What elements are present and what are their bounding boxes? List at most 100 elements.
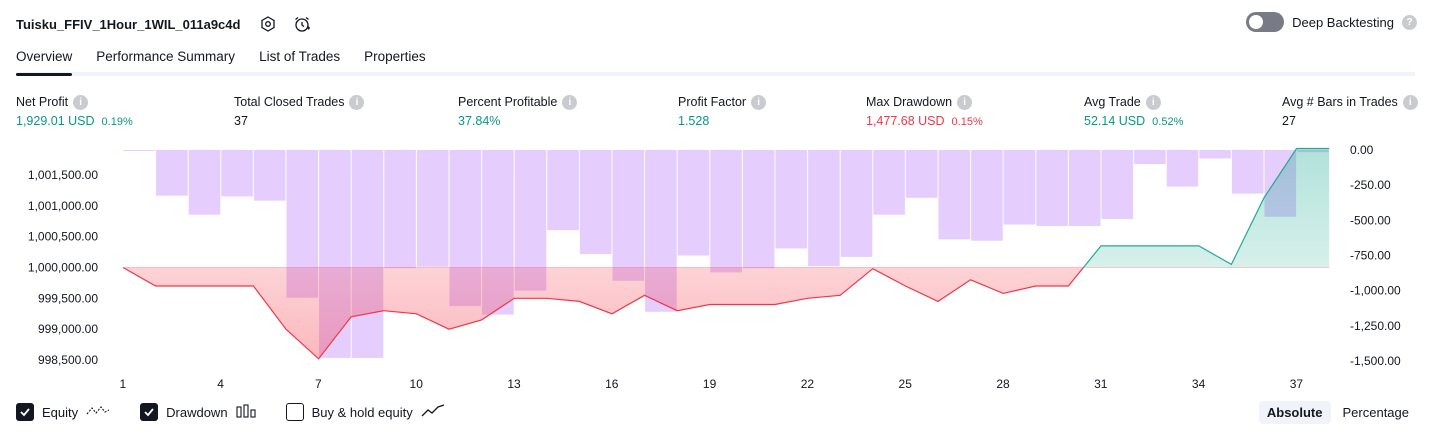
equity-axis: 998,500.00 999,000.00 999,500.00 1,000,000.… <box>28 168 98 367</box>
equity-tick-label: 1,001,000.00 <box>28 199 98 213</box>
x-tick-label: 34 <box>1192 377 1206 391</box>
help-icon[interactable]: ? <box>1402 14 1417 30</box>
info-icon[interactable]: i <box>751 94 767 110</box>
equity-line <box>122 147 1330 360</box>
equity-line-loss <box>122 267 1085 360</box>
metric-value: 1,929.01 USD <box>16 114 95 128</box>
info-icon[interactable]: i <box>73 94 89 110</box>
x-tick-label: 31 <box>1094 377 1108 391</box>
drawdown-bar <box>1199 150 1231 159</box>
drawdown-bar <box>1166 150 1199 187</box>
drawdown-bar <box>351 150 384 358</box>
metric-value: 37.84% <box>458 114 501 128</box>
deep-backtesting: Deep Backtesting ? <box>1246 12 1417 32</box>
metric-percent-profitable: Percent Profitable i 37.84% <box>458 94 578 128</box>
legend-equity[interactable]: Equity <box>16 403 110 421</box>
legend-label: Equity <box>42 404 79 420</box>
info-icon[interactable]: i <box>957 94 973 110</box>
metric-label: Net Profit <box>16 95 69 109</box>
tab-properties[interactable]: Properties <box>364 49 426 64</box>
line-chart-icon <box>421 403 445 421</box>
alarm-clock-icon[interactable] <box>292 14 312 34</box>
drawdown-bar <box>840 150 873 257</box>
info-icon[interactable]: i <box>1402 94 1418 110</box>
deep-backtesting-label: Deep Backtesting <box>1292 14 1394 30</box>
tab-list-of-trades[interactable]: List of Trades <box>259 49 341 64</box>
chart-legend: Equity Drawdown Buy & hold equity <box>16 403 475 421</box>
x-tick-label: 22 <box>801 377 815 391</box>
deep-backtesting-toggle[interactable] <box>1246 12 1285 32</box>
drawdown-tick-label: -500.00 <box>1350 213 1391 227</box>
mode-absolute-button[interactable]: Absolute <box>1258 401 1331 424</box>
x-tick-label: 37 <box>1290 377 1304 391</box>
info-icon[interactable]: i <box>562 94 578 110</box>
equity-tick-label: 1,001,500.00 <box>28 168 98 182</box>
legend-buy-hold[interactable]: Buy & hold equity <box>285 403 445 421</box>
drawdown-bar <box>253 150 286 201</box>
chart-mode-switch: Absolute Percentage <box>1258 401 1417 424</box>
equity-line-icon <box>86 404 110 421</box>
drawdown-bar <box>775 150 808 249</box>
drawdown-bar <box>971 150 1003 241</box>
mode-percentage-button[interactable]: Percentage <box>1342 405 1410 420</box>
tab-overview[interactable]: Overview <box>16 46 73 76</box>
buy-hold-checkbox[interactable] <box>285 403 304 421</box>
metric-avg-trade: Avg Trade i 52.14 USD 0.52% <box>1084 94 1183 128</box>
metric-max-drawdown: Max Drawdown i 1,477.68 USD 0.15% <box>866 94 983 128</box>
x-tick-label: 1 <box>119 377 126 391</box>
x-tick-label: 4 <box>217 377 224 391</box>
metric-label: Avg Trade <box>1084 95 1141 109</box>
equity-gain-area <box>123 148 1330 268</box>
drawdown-checkbox[interactable] <box>140 403 159 421</box>
metric-value: 27 <box>1282 114 1296 128</box>
metric-label: Avg # Bars in Trades <box>1282 95 1398 109</box>
drawdown-bar <box>742 150 775 269</box>
drawdown-tick-label: -1,500.00 <box>1350 354 1401 368</box>
drawdown-bar <box>156 150 188 196</box>
equity-tick-label: 1,000,000.00 <box>28 261 98 275</box>
info-icon[interactable]: i <box>1145 94 1161 110</box>
trade-number-axis: 1 4 7 10 13 16 19 22 25 28 31 34 37 <box>119 377 1303 391</box>
equity-tick-label: 998,500.00 <box>38 353 98 367</box>
equity-line-gain <box>123 147 1330 268</box>
drawdown-tick-label: -750.00 <box>1350 249 1391 263</box>
legend-label: Drawdown <box>166 404 228 420</box>
drawdown-bar <box>384 150 416 269</box>
drawdown-bar <box>416 150 449 267</box>
metric-label: Max Drawdown <box>866 95 953 109</box>
strategy-title: Tuisku_FFIV_1Hour_1WIL_011a9c4d <box>16 16 241 32</box>
metric-net-profit: Net Profit i 1,929.01 USD 0.19% <box>16 94 133 128</box>
equity-drawdown-chart[interactable]: 998,500.00 999,000.00 999,500.00 1,000,000.… <box>0 140 1431 398</box>
bar-chart-icon <box>236 403 256 421</box>
settings-icon[interactable] <box>258 14 278 34</box>
metric-label: Total Closed Trades <box>234 95 345 109</box>
drawdown-bar <box>1231 150 1264 194</box>
metric-value: 37 <box>234 114 248 128</box>
equity-tick-label: 1,000,500.00 <box>28 230 98 244</box>
drawdown-tick-label: 0.00 <box>1350 143 1374 157</box>
drawdown-bars <box>123 150 1329 358</box>
x-tick-label: 25 <box>899 377 913 391</box>
x-tick-label: 16 <box>605 377 619 391</box>
drawdown-bar <box>905 150 938 198</box>
drawdown-bar <box>188 150 221 215</box>
drawdown-bar <box>547 150 579 231</box>
equity-checkbox[interactable] <box>16 403 34 421</box>
drawdown-bar <box>1068 150 1101 226</box>
tab-performance-summary[interactable]: Performance Summary <box>96 49 236 64</box>
equity-tick-label: 999,000.00 <box>38 322 98 336</box>
legend-label: Buy & hold equity <box>311 404 413 420</box>
drawdown-bar <box>612 150 645 281</box>
drawdown-tick-label: -1,000.00 <box>1350 284 1401 298</box>
drawdown-bar <box>1003 150 1036 225</box>
info-icon[interactable]: i <box>349 94 365 110</box>
metric-value: 1,477.68 USD <box>866 114 945 128</box>
drawdown-bar <box>710 150 742 273</box>
legend-drawdown[interactable]: Drawdown <box>140 403 256 421</box>
metric-label: Profit Factor <box>678 95 747 109</box>
x-tick-label: 19 <box>703 377 717 391</box>
drawdown-bar <box>1036 150 1068 226</box>
drawdown-bar <box>123 150 156 151</box>
metric-value: 52.14 USD <box>1084 114 1146 128</box>
drawdown-bar <box>579 150 612 255</box>
